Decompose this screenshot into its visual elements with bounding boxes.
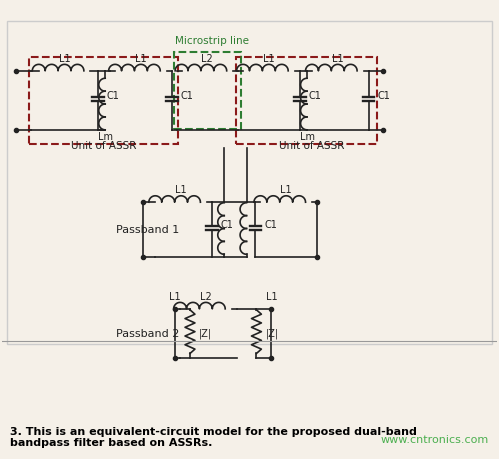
Text: C1: C1 <box>308 90 321 101</box>
Text: L2: L2 <box>202 54 213 64</box>
Text: Passband 2: Passband 2 <box>116 329 179 339</box>
Text: L1: L1 <box>265 292 277 302</box>
Text: Lm: Lm <box>98 132 113 142</box>
Text: Unit of ASSR: Unit of ASSR <box>71 141 137 151</box>
Text: C1: C1 <box>264 219 277 230</box>
Text: L1: L1 <box>263 54 274 64</box>
Text: Unit of ASSR: Unit of ASSR <box>279 141 345 151</box>
Text: L2: L2 <box>200 292 212 302</box>
Text: L1: L1 <box>280 185 292 195</box>
Text: L1: L1 <box>332 54 344 64</box>
Text: |Z|: |Z| <box>265 328 278 339</box>
Text: 3. This is an equivalent-circuit model for the proposed dual-band
bandpass filte: 3. This is an equivalent-circuit model f… <box>10 427 417 448</box>
Text: L1: L1 <box>175 185 187 195</box>
Text: C1: C1 <box>221 219 234 230</box>
Text: Lm: Lm <box>299 132 314 142</box>
Text: |Z|: |Z| <box>199 328 212 339</box>
Text: Microstrip line: Microstrip line <box>175 35 250 45</box>
Text: C1: C1 <box>181 90 194 101</box>
Text: www.cntronics.com: www.cntronics.com <box>381 435 489 445</box>
Text: L1: L1 <box>135 54 147 64</box>
FancyBboxPatch shape <box>6 21 493 343</box>
Text: C1: C1 <box>377 90 390 101</box>
Text: C1: C1 <box>107 90 120 101</box>
Text: L1: L1 <box>59 54 70 64</box>
Text: Passband 1: Passband 1 <box>116 224 179 235</box>
Text: L1: L1 <box>169 292 181 302</box>
